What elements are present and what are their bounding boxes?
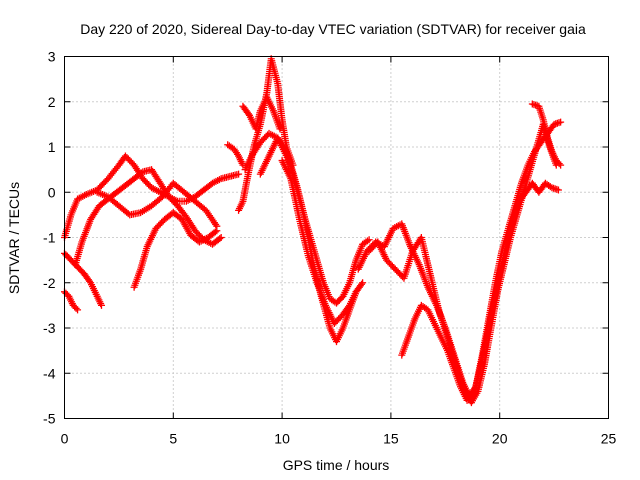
data-point-marker xyxy=(216,235,224,243)
y-tick-label: -4 xyxy=(43,365,56,381)
y-tick-label: -5 xyxy=(43,411,56,427)
series-track-15 xyxy=(398,179,562,404)
data-point-marker xyxy=(358,280,366,288)
x-axis-label: GPS time / hours xyxy=(283,457,390,473)
y-tick-label: -2 xyxy=(43,275,56,291)
grid xyxy=(64,56,609,419)
x-tick-label: 0 xyxy=(61,431,69,447)
series-track-9 xyxy=(239,93,284,133)
data-point-marker xyxy=(554,186,562,194)
y-tick-label: -3 xyxy=(43,320,56,336)
y-axis-label: SDTVAR / TECUs xyxy=(6,182,22,294)
data-point-marker xyxy=(72,304,80,312)
data-point-marker xyxy=(365,236,373,244)
data-point-marker xyxy=(137,169,145,177)
y-tick-label: 0 xyxy=(48,184,56,200)
y-tick-label: 1 xyxy=(48,139,56,155)
data-points xyxy=(61,55,565,407)
y-tick-label: 3 xyxy=(48,49,56,65)
data-point-marker xyxy=(97,301,105,309)
series-track-6 xyxy=(130,209,221,291)
data-point-marker xyxy=(217,234,225,241)
data-point-marker xyxy=(235,170,243,178)
x-tick-label: 25 xyxy=(601,431,617,447)
y-tick-label: 2 xyxy=(48,94,56,110)
data-point-marker xyxy=(364,237,372,245)
data-point-marker xyxy=(276,125,284,133)
plot-frame xyxy=(64,56,609,419)
series-track-14 xyxy=(365,120,560,407)
chart-title: Day 220 of 2020, Sidereal Day-to-day VTE… xyxy=(80,21,586,37)
data-point-marker xyxy=(359,279,367,287)
series-track-10 xyxy=(241,129,373,307)
y-tick-label: -1 xyxy=(43,230,56,246)
series-track-12 xyxy=(278,157,367,327)
data-point-marker xyxy=(555,160,563,168)
data-point-marker xyxy=(557,118,565,126)
series-track-16 xyxy=(528,100,565,169)
series-track-5 xyxy=(93,179,221,230)
x-tick-label: 10 xyxy=(274,431,290,447)
series-track-7 xyxy=(224,141,247,169)
data-point-marker xyxy=(213,227,221,235)
data-point-marker xyxy=(211,228,219,236)
data-point-marker xyxy=(74,306,82,314)
x-tick-label: 15 xyxy=(383,431,399,447)
data-point-marker xyxy=(557,161,565,169)
x-tick-label: 5 xyxy=(169,431,177,447)
axes: 0 5 10 15 20 25 -5 -4 -3 -2 -1 0 1 2 3 xyxy=(43,49,616,447)
x-tick-label: 20 xyxy=(492,431,508,447)
